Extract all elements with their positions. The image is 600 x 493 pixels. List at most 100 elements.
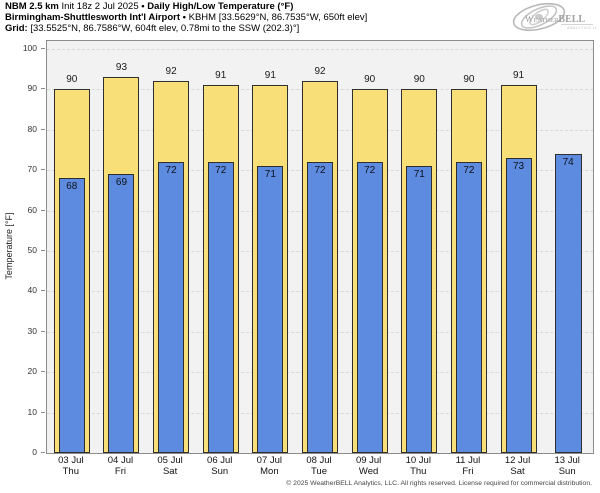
high-value-label: 90 bbox=[66, 74, 78, 86]
y-tick-label: 0 bbox=[32, 447, 37, 457]
high-value-label: 90 bbox=[364, 74, 376, 86]
high-value-label: 90 bbox=[413, 74, 425, 86]
x-tick-label: 10 Jul Thu bbox=[406, 455, 431, 477]
y-tick-label: 10 bbox=[27, 406, 37, 417]
low-value-label: 72 bbox=[215, 165, 227, 177]
x-label-date: 04 Jul bbox=[107, 455, 134, 466]
high-value-label: 92 bbox=[314, 66, 326, 78]
high-value-label: 92 bbox=[165, 66, 177, 78]
logo-subtext: ANALYTICS LLC bbox=[567, 26, 597, 30]
low-value-label: 69 bbox=[115, 177, 128, 189]
x-label-day: Fri bbox=[462, 466, 474, 477]
y-tick-label: 80 bbox=[27, 123, 37, 134]
low-value-label: 71 bbox=[264, 169, 276, 181]
logo-word-weather: WEATHERBELL bbox=[525, 14, 585, 25]
x-label-day: Thu bbox=[62, 466, 79, 477]
grid-label: Grid: bbox=[5, 22, 28, 34]
header-line2: Birmingham-Shuttlesworth Int'l Airport •… bbox=[5, 11, 367, 24]
x-tick-label: 06 Jul Sun bbox=[207, 455, 232, 477]
high-value-label: 91 bbox=[512, 70, 525, 82]
x-tick-label: 05 Jul Sat bbox=[157, 455, 182, 477]
x-label-date: 05 Jul bbox=[157, 455, 183, 466]
y-tick-label: 60 bbox=[27, 204, 37, 215]
low-bar: 72 bbox=[158, 162, 185, 453]
low-value-label: 72 bbox=[364, 165, 376, 177]
y-tick-mark bbox=[41, 209, 45, 211]
x-label-date: 03 Jul bbox=[58, 455, 84, 466]
x-label-day: Tue bbox=[310, 466, 328, 477]
low-value-label: 72 bbox=[463, 165, 475, 177]
y-tick-label: 90 bbox=[27, 83, 37, 94]
y-tick-mark bbox=[41, 128, 45, 130]
low-bar: 74 bbox=[554, 154, 582, 453]
x-label-day: Sat bbox=[510, 466, 525, 477]
y-tick-label: 70 bbox=[27, 164, 37, 175]
separator-dot: • bbox=[141, 1, 145, 12]
high-value-label: 91 bbox=[215, 70, 227, 82]
chart-header: NBM 2.5 km Init 18z 2 Jul 2025 • Daily H… bbox=[5, 1, 367, 35]
y-tick-label: 20 bbox=[27, 366, 37, 377]
low-value-label: 68 bbox=[66, 181, 78, 193]
low-value-label: 71 bbox=[413, 169, 425, 181]
x-label-date: 12 Jul bbox=[504, 455, 531, 466]
x-tick-label: 04 Jul Fri bbox=[108, 455, 133, 477]
y-tick-mark bbox=[41, 290, 45, 292]
y-tick-mark bbox=[41, 88, 45, 90]
copyright-text: © 2025 WeatherBELL Analytics, LLC. All r… bbox=[286, 480, 592, 487]
x-label-date: 11 Jul bbox=[455, 455, 481, 466]
plot-area: 90 68 93 69 92 72 91 72 91 71 92 72 90 72 90 71 90 72 91 73… bbox=[46, 40, 594, 454]
grid-meta: [33.5525°N, 86.7586°W, 604ft elev, 0.78m… bbox=[30, 22, 300, 34]
y-tick-mark bbox=[41, 48, 45, 49]
x-label-date: 06 Jul bbox=[207, 455, 233, 466]
low-bar: 68 bbox=[58, 178, 85, 453]
y-tick-mark bbox=[41, 250, 45, 251]
low-bar: 71 bbox=[257, 166, 284, 453]
x-label-date: 07 Jul bbox=[256, 455, 283, 466]
gridline bbox=[47, 49, 593, 50]
station-name: Birmingham-Shuttlesworth Int'l Airport bbox=[5, 11, 181, 23]
x-tick-label: 12 Jul Sat bbox=[505, 455, 530, 477]
low-value-label: 73 bbox=[512, 161, 525, 173]
x-label-date: 08 Jul bbox=[306, 455, 332, 466]
high-value-label: 91 bbox=[264, 70, 276, 82]
x-tick-label: 07 Jul Mon bbox=[257, 455, 282, 477]
low-bar: 69 bbox=[108, 174, 135, 453]
y-tick-label: 40 bbox=[27, 285, 37, 296]
y-tick-mark bbox=[41, 169, 45, 171]
y-axis: 0 10 20 30 40 50 60 70 80 90 100 bbox=[0, 40, 46, 457]
low-bar: 72 bbox=[356, 162, 383, 453]
x-label-day: Sat bbox=[162, 466, 178, 477]
low-bar: 72 bbox=[307, 162, 333, 453]
y-tick-mark bbox=[41, 411, 45, 413]
y-tick-label: 30 bbox=[27, 325, 37, 336]
low-bar: 72 bbox=[455, 162, 482, 453]
header-line1: NBM 2.5 km Init 18z 2 Jul 2025 • Daily H… bbox=[5, 1, 367, 13]
separator-dot: • bbox=[182, 11, 186, 23]
low-value-label: 74 bbox=[562, 157, 574, 169]
x-label-day: Fri bbox=[114, 466, 126, 477]
y-tick-mark bbox=[41, 330, 45, 332]
x-axis: 03 Jul Thu 04 Jul Fri 05 Jul Sat 06 Jul Sun 07 J… bbox=[46, 455, 592, 479]
x-label-day: Thu bbox=[410, 466, 427, 477]
y-tick-mark bbox=[41, 452, 45, 453]
model-name: NBM 2.5 km bbox=[5, 1, 59, 12]
x-tick-label: 13 Jul Sun bbox=[554, 455, 579, 477]
x-label-day: Wed bbox=[358, 466, 379, 477]
high-value-label: 93 bbox=[115, 62, 128, 74]
high-value-label: 90 bbox=[463, 74, 475, 86]
x-label-day: Sun bbox=[211, 466, 229, 477]
low-bar: 71 bbox=[406, 166, 433, 453]
x-tick-label: 09 Jul Wed bbox=[356, 455, 381, 477]
x-label-date: 13 Jul bbox=[554, 455, 580, 466]
low-bar: 73 bbox=[505, 158, 532, 453]
x-tick-label: 03 Jul Thu bbox=[58, 455, 83, 477]
init-time: Init 18z 2 Jul 2025 bbox=[61, 1, 139, 12]
x-label-date: 09 Jul bbox=[355, 455, 382, 466]
x-label-day: Mon bbox=[260, 466, 279, 477]
y-tick-label: 100 bbox=[22, 43, 37, 53]
weatherbell-logo: WEATHERBELL ANALYTICS LLC bbox=[512, 2, 597, 32]
header-line3: Grid: [33.5525°N, 86.7586°W, 604ft elev,… bbox=[5, 22, 367, 35]
x-label-date: 10 Jul bbox=[405, 455, 431, 466]
x-label-day: Sun bbox=[558, 466, 576, 477]
x-tick-label: 08 Jul Tue bbox=[306, 455, 331, 477]
